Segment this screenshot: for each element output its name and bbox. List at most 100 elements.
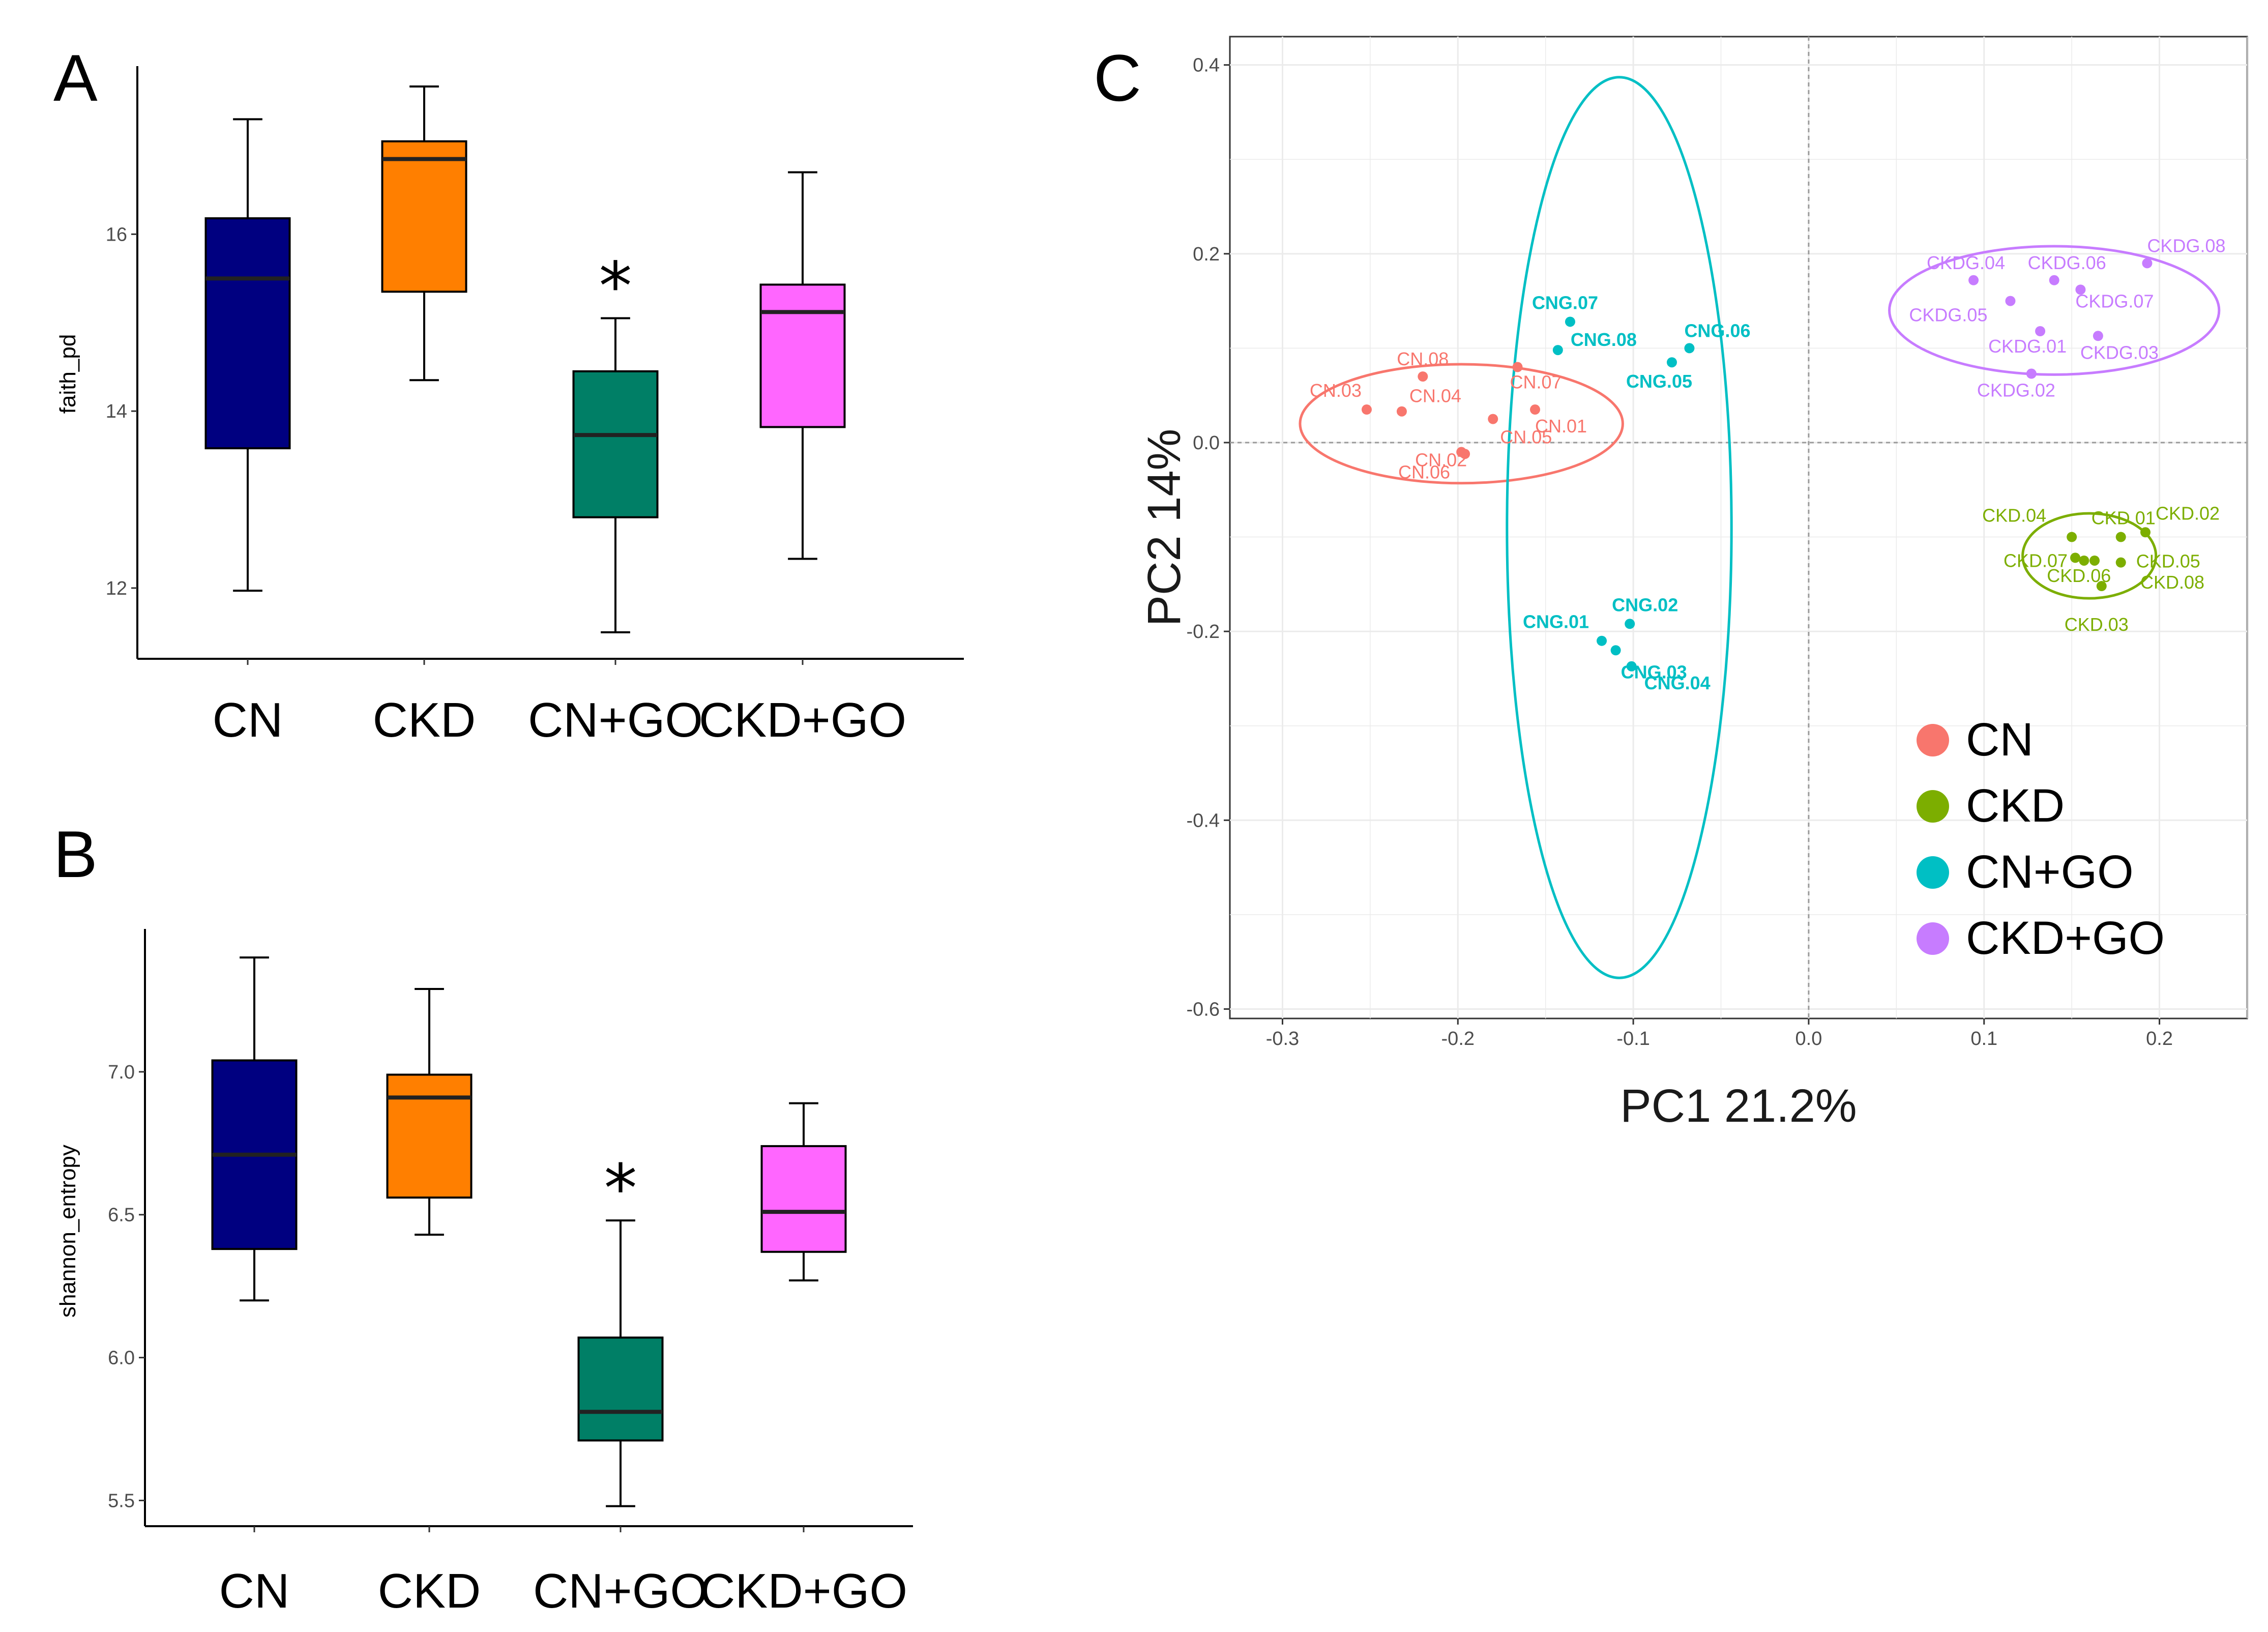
y-axis-title-a: faith_pd <box>55 334 80 414</box>
box-cn-go <box>572 370 659 518</box>
point-ckdg-07 <box>2075 284 2086 295</box>
legend-marker-cn-go <box>1917 856 1949 889</box>
x-category-label: CN+GO <box>528 693 703 747</box>
point-label: CNG.06 <box>1684 320 1750 341</box>
x-tick-label: 0.1 <box>1970 1028 1997 1050</box>
point-label: CN.03 <box>1310 380 1362 401</box>
point-label: CN.08 <box>1397 348 1449 369</box>
point-cng-03 <box>1610 645 1621 656</box>
point-label: CN.05 <box>1500 427 1552 448</box>
x-tick-label: -0.3 <box>1266 1028 1299 1050</box>
y-tick-label: -0.2 <box>1187 621 1220 643</box>
point-label: CKDG.08 <box>2147 235 2225 256</box>
point-cn-01 <box>1530 404 1540 415</box>
legend-marker-ckd-go <box>1917 922 1949 955</box>
box-cn-go <box>577 1336 664 1442</box>
y-tick-label: 12 <box>106 578 127 599</box>
significance-star: * <box>599 248 632 325</box>
y-tick-label: -0.6 <box>1187 999 1220 1020</box>
significance-star: * <box>604 1150 637 1227</box>
point-label: CN.07 <box>1510 372 1562 393</box>
y-tick-label: 14 <box>106 401 127 422</box>
y-tick-label: 0.4 <box>1193 55 1220 76</box>
box-ckd-go <box>760 1145 847 1253</box>
point-cn-05 <box>1488 414 1498 424</box>
plot-background <box>1229 36 2248 1019</box>
point-ckd-06 <box>2079 555 2089 566</box>
point-label: CN.01 <box>1535 416 1587 436</box>
x-tick-label: -0.2 <box>1441 1028 1475 1050</box>
point-label: CKD.01 <box>2092 508 2156 529</box>
ellipse-cn-go <box>1506 76 1733 979</box>
point-ckd-02 <box>2140 527 2151 538</box>
point-label: CNG.02 <box>1612 594 1678 615</box>
point-cng-02 <box>1625 619 1635 629</box>
point-label: CNG.07 <box>1532 292 1598 313</box>
legend-label: CN+GO <box>1966 846 2134 898</box>
x-category-label: CKD+GO <box>700 1564 907 1618</box>
legend-marker-cn <box>1917 724 1949 756</box>
x-category-label: CKD+GO <box>699 693 906 747</box>
point-label: CKD.05 <box>2136 551 2200 572</box>
point-label: CKDG.06 <box>2028 252 2106 273</box>
point-label: CKD.08 <box>2140 572 2204 593</box>
y-axis-title-b: shannon_entropy <box>55 1145 80 1318</box>
point-cng-01 <box>1597 635 1607 646</box>
y-tick-label: 6.5 <box>108 1205 135 1226</box>
y-axis-title-c: PC2 14% <box>1138 429 1190 627</box>
point-label: CN.02 <box>1415 450 1467 471</box>
point-cng-07 <box>1565 316 1575 327</box>
y-tick-label: -0.4 <box>1187 810 1220 831</box>
point-ckd-03 <box>2096 581 2107 592</box>
point-label: CKDG.05 <box>1909 305 1987 326</box>
point-label: CN.04 <box>1409 386 1461 406</box>
point-ckdg-04 <box>1968 275 1979 285</box>
point-cn-08 <box>1418 371 1428 382</box>
x-category-label: CN <box>219 1564 290 1618</box>
point-label: CKDG.01 <box>1988 336 2067 357</box>
point-ckdg-03 <box>2093 331 2103 341</box>
point-ckdg-08 <box>2142 258 2153 269</box>
y-tick-label: 0.0 <box>1193 432 1220 454</box>
y-tick-label: 0.2 <box>1193 244 1220 265</box>
box-ckd-go <box>759 283 846 428</box>
point-label: CNG.08 <box>1571 329 1637 350</box>
ellipse-ckd-go <box>1888 245 2221 376</box>
panel-letter-a: A <box>53 41 98 115</box>
point-label: CKDG.02 <box>1977 380 2055 401</box>
point-label: CKD.03 <box>2065 614 2129 635</box>
point-cng-06 <box>1684 343 1695 354</box>
point-cn-06 <box>1460 449 1470 459</box>
x-tick-label: 0.0 <box>1795 1028 1822 1050</box>
point-label: CNG.05 <box>1626 371 1692 392</box>
point-cn-04 <box>1396 406 1407 417</box>
y-tick-label: 6.0 <box>108 1348 135 1369</box>
legend-label: CN <box>1966 714 2034 766</box>
ellipse-cn <box>1299 363 1624 485</box>
point-label: CKDG.04 <box>1927 252 2005 273</box>
ellipse-ckd <box>2021 512 2158 600</box>
panel-letter-c: C <box>1094 41 1141 115</box>
point-ckdg-06 <box>2049 275 2059 285</box>
y-tick-label: 7.0 <box>108 1062 135 1083</box>
point-cng-05 <box>1666 357 1677 368</box>
legend-marker-ckd <box>1917 790 1949 823</box>
box-cn <box>204 217 291 450</box>
x-category-label: CKD <box>378 1564 481 1618</box>
y-tick-label: 16 <box>106 224 127 245</box>
point-cn-03 <box>1361 404 1372 415</box>
y-tick-label: 5.5 <box>108 1490 135 1511</box>
point-ckd-04 <box>2067 532 2077 542</box>
x-tick-label: -0.1 <box>1616 1028 1650 1050</box>
legend-label: CKD+GO <box>1966 912 2165 964</box>
point-cn-07 <box>1512 362 1523 372</box>
point-ckdg-01 <box>2035 326 2046 336</box>
box-ckd <box>381 140 467 293</box>
panel-letter-b: B <box>53 817 98 891</box>
point-label: CKD.07 <box>2004 550 2068 571</box>
point-label: CKDG.03 <box>2080 342 2159 363</box>
